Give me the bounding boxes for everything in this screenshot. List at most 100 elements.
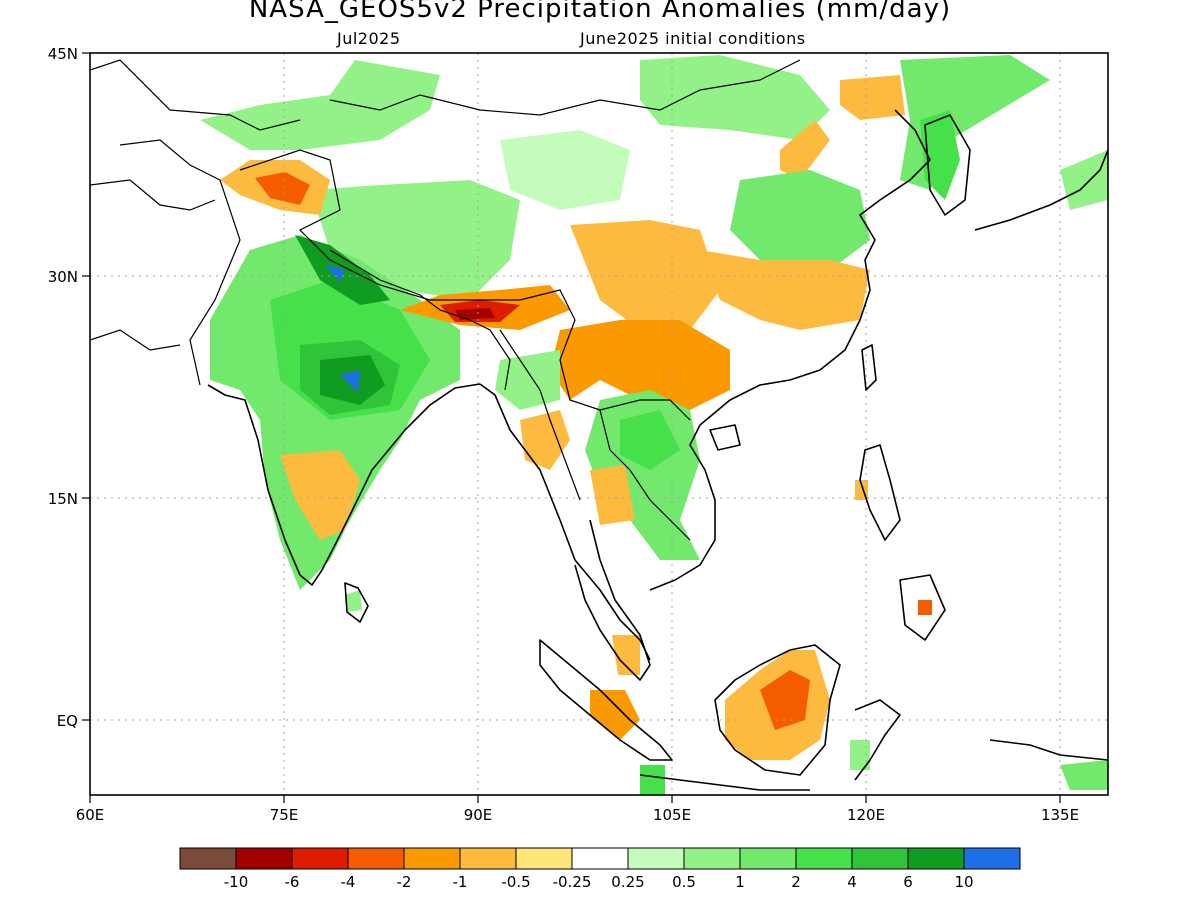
anomaly-region-java-green xyxy=(640,765,665,795)
sri-lanka-coastline xyxy=(344,582,369,623)
anomaly-region-northeast-china-orange xyxy=(780,120,830,180)
anomaly-region-laos-green xyxy=(620,410,680,470)
anomaly-region-burma-green xyxy=(495,350,560,410)
border-pakistan xyxy=(119,139,241,386)
anomaly-region-deccan-orange xyxy=(280,450,360,540)
japan-coastline xyxy=(974,149,1108,231)
colorbar-swatch-13 xyxy=(907,847,965,870)
timor-java-coastline xyxy=(639,774,810,791)
new-guinea-coastline xyxy=(989,739,1108,761)
colorbar-swatch-10 xyxy=(739,847,797,870)
sulawesi-coastline xyxy=(854,699,901,781)
anomaly-region-himalaya-wet-blue xyxy=(325,265,345,282)
colorbar-label-5: -0.5 xyxy=(501,873,530,891)
colorbar-label-0: -10 xyxy=(224,873,249,891)
colorbar-label-3: -2 xyxy=(397,873,412,891)
colorbar-swatch-5 xyxy=(459,847,517,870)
colorbar-label-13: 10 xyxy=(954,873,973,891)
lon-label-120e: 120E xyxy=(847,806,885,824)
lat-label-45n: 45N xyxy=(48,45,78,63)
colorbar-swatch-3 xyxy=(347,847,405,870)
colorbar-label-1: -6 xyxy=(285,873,300,891)
anomaly-region-borneo-red xyxy=(760,670,810,730)
colorbar-swatch-1 xyxy=(235,847,293,870)
map-frame xyxy=(89,52,1109,796)
country-borders xyxy=(90,59,801,541)
anomaly-region-korea-green xyxy=(920,110,960,200)
anomaly-region-sulawesi-green xyxy=(850,740,870,770)
lat-label-30n: 30N xyxy=(48,268,78,286)
border-iran xyxy=(90,329,181,351)
colorbar-swatch-4 xyxy=(403,847,461,870)
anomaly-region-myanmar-orange xyxy=(520,410,570,470)
anomaly-region-bhutan-dark-red xyxy=(455,308,495,320)
colorbar-label-2: -4 xyxy=(341,873,356,891)
colorbar-label-8: 0.5 xyxy=(672,873,696,891)
lat-label-15n: 15N xyxy=(48,490,78,508)
malay-peninsula-coastline xyxy=(574,519,651,681)
anomaly-region-thailand-orange xyxy=(590,465,635,525)
anomaly-region-central-china-green xyxy=(730,170,870,270)
graticule xyxy=(90,53,1108,795)
indochina-coastline xyxy=(649,109,931,591)
anomaly-region-india-wet-blue xyxy=(340,370,360,392)
anomaly-region-malaysia-orange xyxy=(612,635,640,675)
anomaly-region-tibet-green xyxy=(310,180,520,300)
anomaly-region-west-china-green xyxy=(500,130,630,210)
colorbar-swatch-11 xyxy=(795,847,853,870)
colorbar-swatch-12 xyxy=(851,847,909,870)
lat-label-eq: EQ xyxy=(57,712,78,730)
map-title: NASA_GEOS5v2 Precipitation Anomalies (mm… xyxy=(248,0,952,24)
anomaly-region-sichuan-orange xyxy=(570,220,720,330)
mindanao-coastline xyxy=(899,574,946,641)
luzon-coastline xyxy=(859,444,901,541)
anomaly-region-sri-lanka-green xyxy=(345,590,362,612)
lon-label-135e: 135E xyxy=(1041,806,1079,824)
lon-label-75e: 75E xyxy=(270,806,299,824)
anomaly-region-new-guinea-green xyxy=(1060,760,1108,790)
anomaly-region-south-china-orange xyxy=(700,250,870,330)
border-central-asia xyxy=(90,59,301,131)
colorbar-label-10: 2 xyxy=(791,873,801,891)
border-china-north xyxy=(329,59,801,116)
border-india-nepal xyxy=(329,249,511,391)
india-coastline xyxy=(207,383,481,586)
hainan-coastline xyxy=(709,424,741,451)
lon-label-90e: 90E xyxy=(464,806,493,824)
colorbar: -10 -6 -4 -2 -1 -0.5 -0.25 0.25 0.5 1 2 4 6 10 xyxy=(179,847,1021,891)
colorbar-swatch-0 xyxy=(179,847,237,870)
colorbar-swatch-6 xyxy=(515,847,573,870)
anomaly-region-japan-green xyxy=(1060,150,1108,210)
forecast-month: Jul2025 xyxy=(337,29,401,48)
anomaly-region-central-asia-green xyxy=(200,60,440,150)
colorbar-swatch-8 xyxy=(627,847,685,870)
border-afghanistan xyxy=(90,179,216,211)
colorbar-label-6: -0.25 xyxy=(553,873,592,891)
korea-coastline xyxy=(924,114,971,216)
border-thailand-laos xyxy=(599,409,691,541)
anomaly-region-mindanao-orange xyxy=(918,600,932,615)
colorbar-swatch-9 xyxy=(683,847,741,870)
coastlines xyxy=(207,109,1108,791)
anomaly-field xyxy=(200,55,1108,795)
anomaly-region-north-china-orange xyxy=(840,75,905,120)
anomaly-region-sumatra-orange xyxy=(590,690,640,740)
colorbar-label-11: 4 xyxy=(847,873,857,891)
bay-of-bengal-east-coast xyxy=(479,383,651,661)
border-myanmar xyxy=(499,329,581,501)
lon-label-105e: 105E xyxy=(653,806,691,824)
initial-conditions: June2025 initial conditions xyxy=(580,29,806,48)
axis-ticks xyxy=(82,52,1061,803)
borneo-coastline xyxy=(714,644,841,776)
taiwan-coastline xyxy=(861,344,877,391)
colorbar-label-12: 6 xyxy=(903,873,913,891)
colorbar-swatch-2 xyxy=(291,847,349,870)
colorbar-label-7: 0.25 xyxy=(611,873,644,891)
anomaly-region-kashmir-red xyxy=(255,172,310,205)
sumatra-coastline xyxy=(539,639,673,761)
colorbar-swatch-14 xyxy=(963,847,1021,870)
border-china-west xyxy=(239,149,691,421)
anomaly-region-yunnan-orange xyxy=(550,320,730,410)
colorbar-swatch-7 xyxy=(571,847,629,870)
